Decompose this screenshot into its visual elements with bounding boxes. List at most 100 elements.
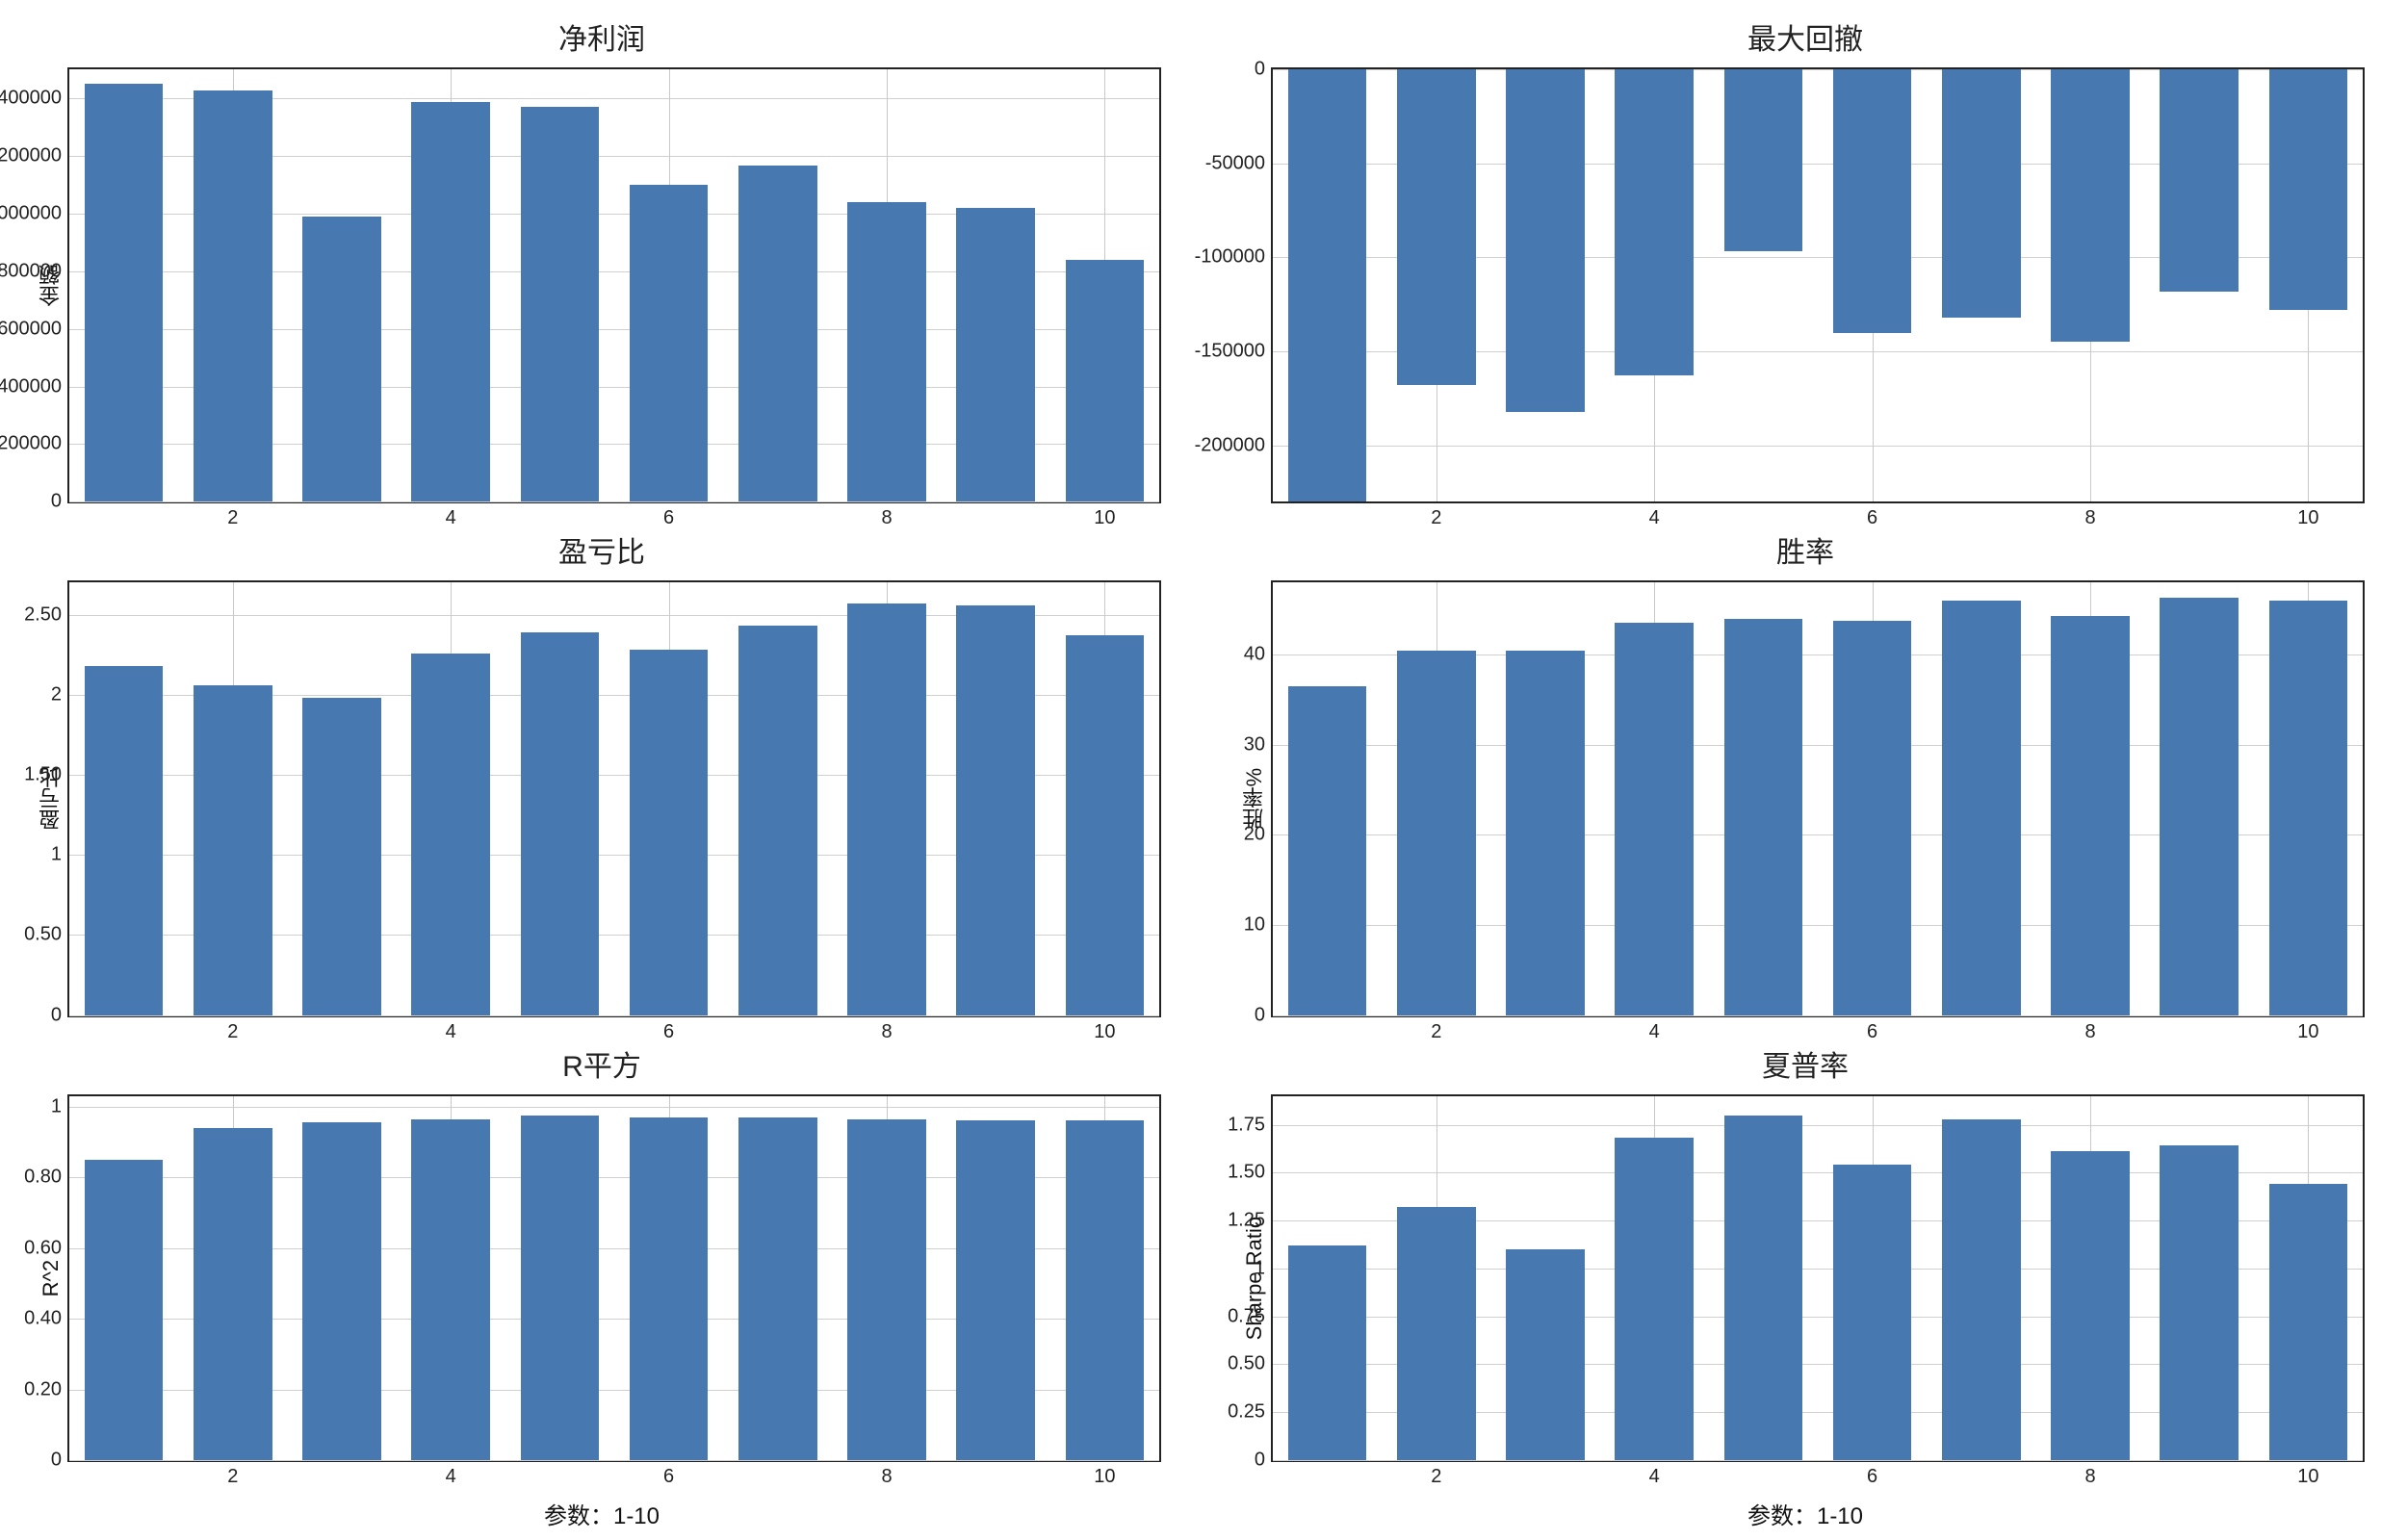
bar-r_squared-8[interactable]	[847, 1119, 926, 1460]
bar-win_rate-1[interactable]	[1288, 686, 1367, 1015]
bar-profit_loss_ratio-10[interactable]	[1066, 635, 1145, 1014]
ytick-label: 40	[1244, 644, 1273, 666]
ytick-label: 1.50	[24, 764, 69, 786]
bar-profit_loss_ratio-1[interactable]	[85, 666, 164, 1015]
bar-win_rate-10[interactable]	[2269, 601, 2348, 1015]
bar-r_squared-3[interactable]	[302, 1122, 381, 1460]
bars-wrap	[69, 1096, 1159, 1460]
bar-max_drawdown-3[interactable]	[1506, 69, 1585, 412]
bar-win_rate-8[interactable]	[2051, 616, 2130, 1015]
bar-net_profit-2[interactable]	[194, 90, 272, 501]
bar-sharpe_ratio-2[interactable]	[1397, 1207, 1476, 1460]
bar-max_drawdown-4[interactable]	[1615, 69, 1694, 375]
bar-sharpe_ratio-5[interactable]	[1724, 1116, 1803, 1460]
bar-profit_loss_ratio-7[interactable]	[738, 626, 817, 1014]
xtick-label: 2	[227, 1460, 238, 1488]
xtick-label: 6	[1867, 1460, 1877, 1488]
bars-wrap	[69, 69, 1159, 501]
ytick-label: -100000	[1195, 246, 1273, 269]
ytick-label: 0.25	[1228, 1401, 1273, 1424]
bar-profit_loss_ratio-2[interactable]	[194, 685, 272, 1015]
bar-sharpe_ratio-10[interactable]	[2269, 1184, 2348, 1460]
bar-net_profit-10[interactable]	[1066, 260, 1145, 502]
bar-sharpe_ratio-6[interactable]	[1833, 1165, 1912, 1460]
bar-net_profit-9[interactable]	[956, 208, 1035, 502]
ytick-label: 0.75	[1228, 1305, 1273, 1327]
chart-body: 胜率% 0 10 20 30 40 2 4 6 8 10	[1242, 580, 2368, 1016]
ytick-label: 0	[1255, 59, 1273, 81]
ytick-label: 1400000	[0, 87, 69, 109]
bar-r_squared-4[interactable]	[411, 1119, 490, 1460]
yaxis-label: 盈亏比	[39, 580, 64, 1016]
plot-area-profit-loss-ratio[interactable]: 0 0.50 1 1.50 2 2.50 2 4 6 8 10	[67, 580, 1161, 1016]
bar-win_rate-5[interactable]	[1724, 619, 1803, 1015]
bar-win_rate-9[interactable]	[2160, 598, 2239, 1014]
chart-title: R平方	[39, 1042, 1165, 1085]
ytick-label: 1.50	[1228, 1162, 1273, 1184]
bar-win_rate-3[interactable]	[1506, 651, 1585, 1015]
bar-profit_loss_ratio-8[interactable]	[847, 603, 926, 1015]
ytick-label: -50000	[1205, 152, 1273, 174]
plot-area-win-rate[interactable]: 0 10 20 30 40 2 4 6 8 10	[1271, 580, 2365, 1016]
bar-sharpe_ratio-3[interactable]	[1506, 1249, 1585, 1460]
bar-sharpe_ratio-8[interactable]	[2051, 1151, 2130, 1460]
bar-net_profit-8[interactable]	[847, 202, 926, 502]
ytick-label: -200000	[1195, 434, 1273, 456]
xaxis-title: 参数：1-10	[1242, 1497, 2368, 1530]
chart-body: 盈亏比 0 0.50 1 1.50 2 2.50 2 4 6 8 10	[39, 580, 1165, 1016]
bar-max_drawdown-6[interactable]	[1833, 69, 1912, 333]
chart-title: 最大回撤	[1242, 15, 2368, 58]
xtick-label: 4	[446, 1460, 456, 1488]
bar-net_profit-5[interactable]	[521, 107, 600, 501]
bar-net_profit-6[interactable]	[630, 185, 709, 502]
ytick-label: 0.40	[24, 1308, 69, 1330]
bar-net_profit-4[interactable]	[411, 102, 490, 501]
bar-r_squared-5[interactable]	[521, 1116, 600, 1460]
ytick-label: 1.25	[1228, 1210, 1273, 1232]
bar-max_drawdown-9[interactable]	[2160, 69, 2239, 292]
bar-max_drawdown-5[interactable]	[1724, 69, 1803, 251]
ytick-label: 10	[1244, 914, 1273, 937]
bar-profit_loss_ratio-3[interactable]	[302, 698, 381, 1015]
bar-profit_loss_ratio-5[interactable]	[521, 632, 600, 1015]
ytick-label: 1	[51, 1095, 69, 1117]
chart-cell-profit-loss-ratio: 盈亏比 盈亏比 0 0.50 1 1.50 2 2.50 2 4 6 8 10	[0, 513, 1204, 1026]
bar-profit_loss_ratio-6[interactable]	[630, 650, 709, 1014]
bar-win_rate-6[interactable]	[1833, 621, 1912, 1015]
bars-wrap	[1273, 582, 2363, 1014]
plot-area-max-drawdown[interactable]: -200000 -150000 -100000 -50000 0 2 4 6 8 10	[1271, 67, 2365, 503]
bar-win_rate-2[interactable]	[1397, 651, 1476, 1015]
bar-max_drawdown-2[interactable]	[1397, 69, 1476, 385]
bar-r_squared-9[interactable]	[956, 1120, 1035, 1460]
bar-win_rate-7[interactable]	[1942, 601, 2021, 1015]
chart-body: 金额 0200000400000600000800000100000012000…	[39, 67, 1165, 503]
chart-title: 胜率	[1242, 528, 2368, 571]
bar-r_squared-6[interactable]	[630, 1117, 709, 1460]
bar-net_profit-7[interactable]	[738, 166, 817, 501]
bar-max_drawdown-7[interactable]	[1942, 69, 2021, 318]
bar-r_squared-2[interactable]	[194, 1128, 272, 1460]
xaxis-title: 参数：1-10	[39, 1497, 1165, 1530]
ytick-label: 0.50	[1228, 1353, 1273, 1375]
bar-win_rate-4[interactable]	[1615, 623, 1694, 1014]
bar-r_squared-10[interactable]	[1066, 1120, 1145, 1460]
bar-profit_loss_ratio-9[interactable]	[956, 605, 1035, 1015]
xtick-label: 4	[1649, 1460, 1660, 1488]
bar-max_drawdown-10[interactable]	[2269, 69, 2348, 310]
plot-area-r-squared[interactable]: 0 0.20 0.40 0.60 0.80 1 2 4 6 8 10	[67, 1094, 1161, 1462]
bar-net_profit-3[interactable]	[302, 217, 381, 502]
xtick-label: 8	[881, 1460, 892, 1488]
bar-sharpe_ratio-9[interactable]	[2160, 1145, 2239, 1460]
bar-max_drawdown-1[interactable]	[1288, 69, 1367, 501]
plot-area-net-profit[interactable]: 0 200000 400000 600000 800000 1000000 1200000 1…	[67, 67, 1161, 503]
bar-sharpe_ratio-4[interactable]	[1615, 1138, 1694, 1460]
bar-max_drawdown-8[interactable]	[2051, 69, 2130, 342]
bar-r_squared-1[interactable]	[85, 1160, 164, 1460]
bar-net_profit-1[interactable]	[85, 84, 164, 501]
ytick-label: 1000000	[0, 202, 69, 224]
bar-sharpe_ratio-7[interactable]	[1942, 1119, 2021, 1460]
plot-area-sharpe-ratio[interactable]: 0 0.25 0.50 0.75 1 1.25 1.50 1.75 2 4 6 8 10	[1271, 1094, 2365, 1462]
bar-sharpe_ratio-1[interactable]	[1288, 1245, 1367, 1460]
bar-profit_loss_ratio-4[interactable]	[411, 654, 490, 1015]
bar-r_squared-7[interactable]	[738, 1117, 817, 1460]
